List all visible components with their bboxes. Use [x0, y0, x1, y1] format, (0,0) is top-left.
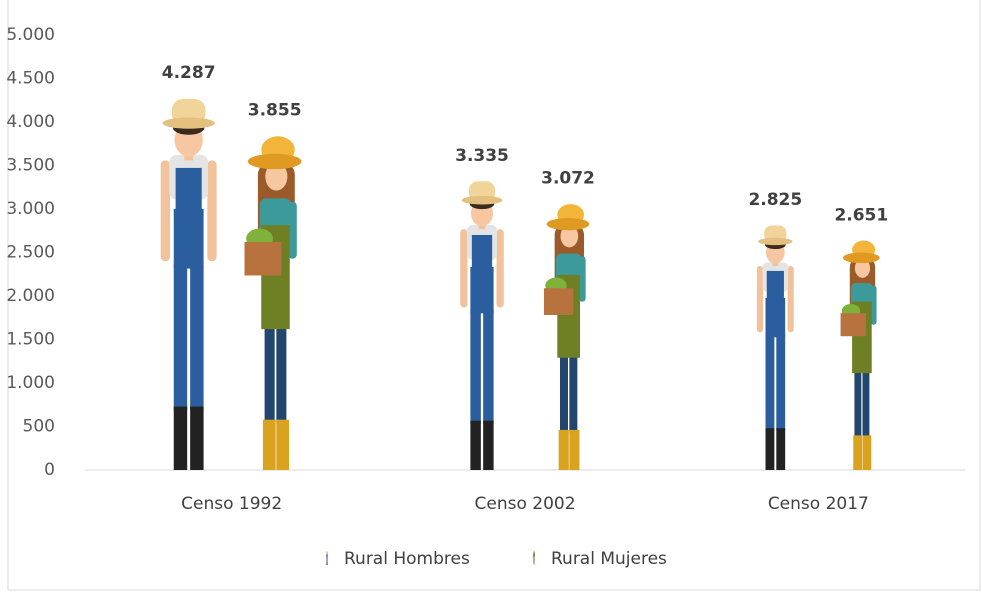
arm — [207, 160, 217, 262]
leg — [776, 334, 786, 431]
leg — [483, 310, 494, 424]
boot — [765, 428, 775, 470]
overalls — [766, 270, 784, 306]
y-tick-label: 500 — [23, 417, 55, 437]
y-tick-label: 2.500 — [6, 243, 55, 263]
boot — [470, 420, 481, 470]
boot — [327, 562, 328, 565]
overalls — [326, 555, 328, 558]
man-figure — [460, 181, 504, 470]
value-label: 3.855 — [248, 101, 302, 121]
boot — [862, 435, 872, 470]
hat-brim — [842, 252, 880, 264]
legend-icon — [532, 551, 536, 565]
apron — [533, 554, 535, 560]
x-tick-label: Censo 2002 — [474, 494, 575, 514]
boot — [853, 435, 863, 470]
boot — [190, 406, 204, 470]
face — [560, 224, 579, 248]
legend-label: Rural Hombres — [344, 549, 470, 569]
hat-brim — [532, 551, 536, 553]
box — [244, 241, 282, 276]
hat-brim — [162, 117, 215, 129]
boot — [262, 419, 276, 471]
leg — [765, 334, 775, 431]
y-tick-label: 5.000 — [6, 25, 55, 45]
boot — [776, 428, 786, 470]
overalls — [173, 208, 204, 269]
y-tick-label: 1.500 — [6, 330, 55, 350]
leg — [326, 557, 327, 563]
leg — [559, 352, 568, 433]
leg — [327, 557, 328, 563]
arm — [787, 266, 794, 333]
chart-border — [7, 0, 981, 591]
man-figure — [160, 98, 217, 470]
y-tick-label: 3.000 — [6, 199, 55, 219]
value-label: 3.335 — [455, 146, 509, 166]
hat-brim — [758, 237, 793, 246]
hat-brim — [247, 153, 302, 170]
y-tick-label: 4.000 — [6, 112, 55, 132]
boot — [276, 419, 290, 471]
man-figure — [756, 225, 794, 470]
overalls — [471, 234, 493, 276]
boot — [173, 406, 188, 470]
leg — [276, 322, 287, 424]
arm — [160, 160, 171, 262]
box — [840, 313, 866, 337]
boot — [533, 562, 535, 565]
leg — [470, 310, 481, 424]
y-tick-label: 2.000 — [6, 286, 55, 306]
face — [265, 162, 288, 191]
leg — [173, 264, 188, 411]
overalls — [765, 297, 786, 338]
x-tick-label: Censo 2017 — [768, 494, 869, 514]
value-label: 3.072 — [541, 169, 595, 189]
overalls — [470, 266, 494, 314]
box — [543, 288, 574, 315]
value-label: 2.651 — [834, 205, 888, 225]
boot — [483, 420, 494, 470]
woman-figure — [244, 136, 302, 471]
leg — [569, 352, 578, 433]
boot — [558, 429, 569, 470]
leg — [862, 368, 870, 438]
face — [854, 258, 871, 278]
arm — [460, 229, 468, 308]
overalls — [326, 553, 328, 556]
legend-icon — [325, 551, 329, 565]
boot — [534, 562, 535, 565]
face — [533, 552, 535, 554]
y-tick-label: 0 — [44, 460, 55, 480]
arm — [756, 266, 764, 333]
legend-label: Rural Mujeres — [551, 549, 667, 569]
arm — [496, 229, 504, 308]
box — [532, 555, 535, 557]
woman-figure — [840, 240, 880, 470]
hat-brim — [546, 217, 590, 231]
leg — [190, 264, 204, 411]
boot — [326, 562, 327, 565]
leg — [264, 322, 275, 424]
boot — [569, 429, 580, 470]
y-tick-label: 1.000 — [6, 373, 55, 393]
y-tick-label: 3.500 — [6, 156, 55, 176]
value-label: 4.287 — [162, 63, 216, 83]
y-tick-label: 4.500 — [6, 69, 55, 89]
woman-figure — [543, 204, 590, 470]
x-tick-label: Censo 1992 — [181, 494, 282, 514]
value-label: 2.825 — [748, 190, 802, 210]
hat-brim — [461, 195, 503, 205]
leg — [854, 368, 862, 438]
